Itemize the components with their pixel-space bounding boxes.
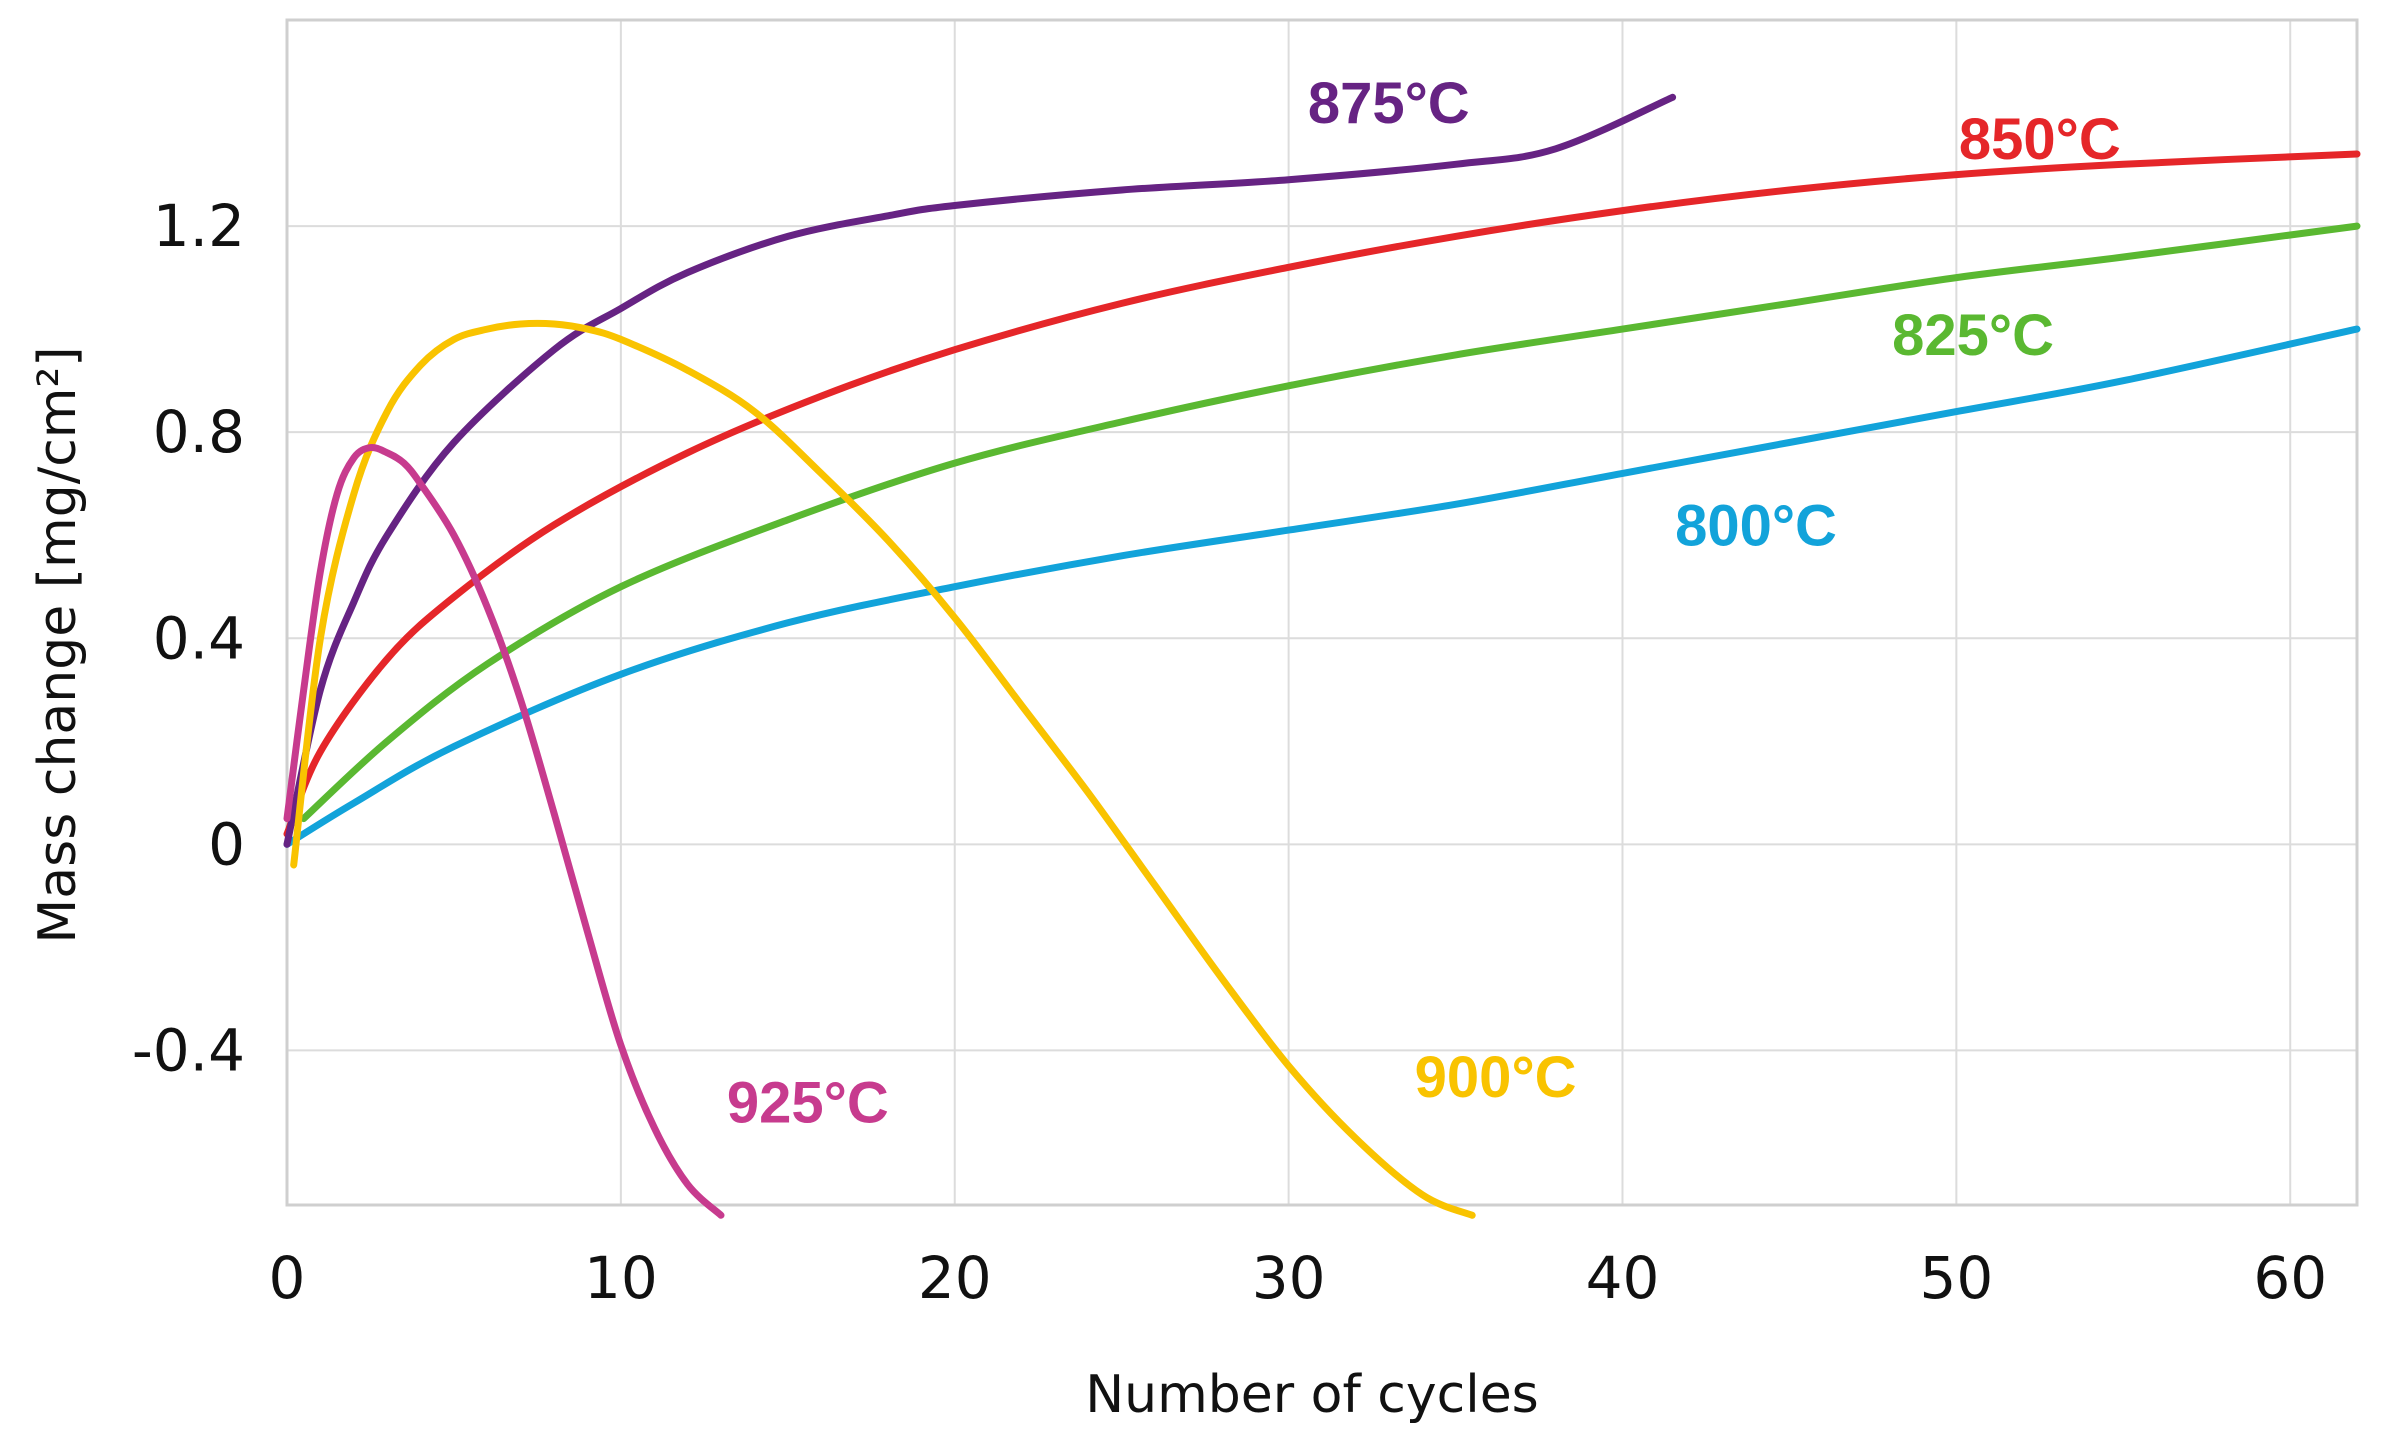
series-layer — [283, 93, 2361, 1219]
series-labels: 800°C 825°C 850°C 875°C 900°C 925°C — [727, 71, 2121, 1136]
series-line-925c — [283, 443, 725, 1219]
x-tick-label: 0 — [269, 1244, 306, 1312]
y-tick-label: 0.4 — [153, 604, 245, 672]
series-label-875c: 875°C — [1308, 71, 1470, 136]
y-tick-label: -0.4 — [132, 1016, 245, 1084]
y-tick-label: 0.8 — [153, 398, 245, 466]
series-line-875c — [283, 93, 1677, 848]
x-tick-label: 60 — [2253, 1244, 2327, 1312]
series-line-800c — [283, 325, 2361, 848]
grid-layer — [287, 20, 2357, 1205]
y-tick-label: 0 — [208, 810, 245, 878]
y-tick-label: 1.2 — [153, 192, 245, 260]
series-label-825c: 825°C — [1892, 303, 2054, 368]
series-label-900c: 900°C — [1415, 1045, 1577, 1110]
x-tick-label: 30 — [1252, 1244, 1326, 1312]
x-tick-label: 50 — [1919, 1244, 1993, 1312]
x-tick-label: 40 — [1586, 1244, 1660, 1312]
y-axis-label: Mass change [mg/cm²] — [28, 346, 88, 943]
plot-frame — [285, 18, 2359, 1207]
series-label-925c: 925°C — [727, 1071, 889, 1136]
series-label-850c: 850°C — [1959, 107, 2121, 172]
series-line-900c — [290, 319, 1476, 1219]
x-tick-label: 20 — [918, 1244, 992, 1312]
series-line-850c — [283, 150, 2361, 838]
series-label-800c: 800°C — [1675, 494, 1837, 559]
series-line-825c — [300, 222, 2361, 823]
tick-labels: 0 10 20 30 40 50 60 -0.4 0 0.4 0.8 1.2 — [132, 192, 2327, 1312]
x-tick-label: 10 — [584, 1244, 658, 1312]
x-axis-label: Number of cycles — [1085, 1365, 1539, 1425]
